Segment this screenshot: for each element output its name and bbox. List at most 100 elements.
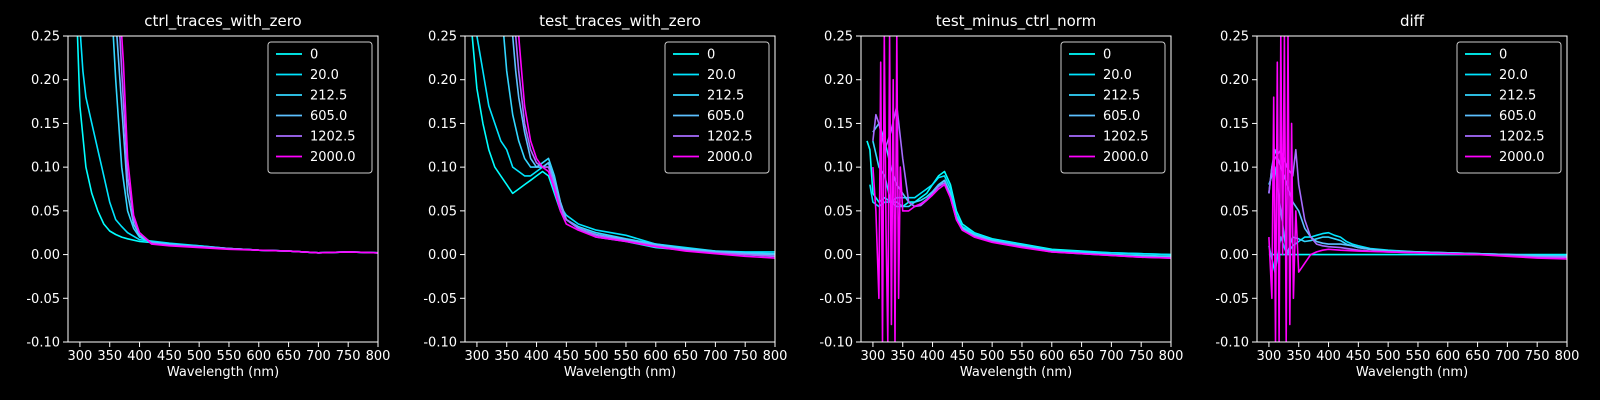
y-tick-label: 0.05 [31,204,60,219]
y-tick-label: 0.05 [1220,204,1249,219]
x-tick-label: 500 [187,349,212,364]
x-tick-label: 600 [246,349,271,364]
y-tick-label: -0.05 [819,292,853,307]
x-tick-label: 600 [1039,349,1064,364]
x-tick-label: 300 [68,349,93,364]
x-tick-label: 500 [584,349,609,364]
x-tick-label: 800 [763,349,788,364]
y-tick-label: -0.10 [26,336,60,351]
x-tick-label: 450 [1346,349,1371,364]
y-tick-label: 0.25 [428,30,457,45]
x-tick-label: 750 [336,349,361,364]
plot-frame [860,35,1172,343]
y-tick-label: 0.00 [824,248,853,263]
x-tick-label: 800 [1159,349,1184,364]
x-tick-label: 700 [1099,349,1124,364]
chart-panel-4: diff 300 350 400 450 500 550 600 650 700 750 800 -0.… [1215,12,1579,380]
legend-label: 1202.5 [707,130,753,145]
series-line-1202.5 [514,36,775,258]
x-tick-label: 350 [1286,349,1311,364]
series-line-2000.0 [517,36,775,259]
x-tick-label: 400 [127,349,152,364]
x-tick-label: 700 [1495,349,1520,364]
x-tick-label: 750 [1129,349,1154,364]
legend-label: 20.0 [310,68,339,83]
series-line-2000.0 [1268,36,1567,342]
y-tick-label: -0.05 [1215,292,1249,307]
y-tick-label: 0.00 [428,248,457,263]
y-tick-label: -0.10 [1215,336,1249,351]
legend-label: 605.0 [707,109,744,124]
y-tick-label: 0.25 [824,30,853,45]
x-tick-label: 600 [643,349,668,364]
y-tick-label: -0.05 [26,292,60,307]
chart-title: test_traces_with_zero [539,12,701,31]
series-group [1268,36,1567,342]
y-tick-label: 0.25 [31,30,60,45]
x-tick-label: 450 [950,349,975,364]
legend-label: 605.0 [1499,109,1536,124]
x-tick-label: 500 [1376,349,1401,364]
legend-label: 212.5 [1103,89,1140,104]
plot-frame [464,35,776,343]
x-axis-label: Wavelength (nm) [167,365,279,380]
y-tick-label: 0.10 [824,161,853,176]
y-tick-label: 0.15 [824,117,853,132]
series-group [471,36,775,259]
x-tick-label: 650 [276,349,301,364]
x-tick-label: 750 [733,349,758,364]
chart-panel-1: ctrl_traces_with_zero 300 350 400 450 500 550 6… [26,12,390,380]
x-axis-label: Wavelength (nm) [564,365,676,380]
x-tick-label: 300 [861,349,886,364]
y-tick-label: -0.05 [423,292,457,307]
x-tick-label: 350 [890,349,915,364]
x-tick-label: 350 [97,349,122,364]
y-tick-label: 0.15 [31,117,60,132]
x-tick-label: 550 [217,349,242,364]
chart-title: test_minus_ctrl_norm [936,12,1097,31]
y-tick-label: 0.15 [428,117,457,132]
y-tick-label: 0.10 [428,161,457,176]
x-tick-label: 750 [1525,349,1550,364]
chart-title: ctrl_traces_with_zero [144,12,301,31]
legend-label: 2000.0 [707,150,753,165]
x-tick-label: 450 [157,349,182,364]
chart-panel-2: test_traces_with_zero 300 350 400 450 500 550 6… [423,12,787,380]
series-line-2000.0 [872,36,1171,342]
x-tick-label: 650 [673,349,698,364]
series-group [76,36,378,254]
legend-label: 1202.5 [310,130,356,145]
legend-label: 20.0 [1103,68,1132,83]
legend-label: 2000.0 [310,150,356,165]
legend-label: 0 [1103,48,1111,63]
legend: 0 20.0 212.5 605.0 1202.5 2000.0 [1060,41,1166,174]
x-tick-label: 700 [703,349,728,364]
x-tick-label: 550 [614,349,639,364]
legend-label: 0 [310,48,318,63]
y-tick-label: 0.05 [428,204,457,219]
plot-frame [67,35,379,343]
legend-label: 2000.0 [1499,150,1545,165]
legend-label: 20.0 [707,68,736,83]
x-tick-label: 550 [1010,349,1035,364]
series-line-2000.0 [120,36,378,254]
y-tick-label: 0.05 [824,204,853,219]
legend-label: 1202.5 [1103,130,1149,145]
x-tick-label: 650 [1069,349,1094,364]
legend-label: 1202.5 [1499,130,1545,145]
x-tick-label: 800 [1555,349,1580,364]
x-tick-label: 700 [306,349,331,364]
x-tick-label: 300 [1257,349,1282,364]
legend-label: 2000.0 [1103,150,1149,165]
series-group [866,36,1171,342]
x-tick-label: 650 [1465,349,1490,364]
x-tick-label: 400 [920,349,945,364]
legend-label: 212.5 [310,89,347,104]
x-tick-label: 400 [524,349,549,364]
x-tick-label: 450 [554,349,579,364]
legend: 0 20.0 212.5 605.0 1202.5 2000.0 [267,41,373,174]
series-line-0 [471,36,775,258]
y-tick-label: 0.20 [1220,73,1249,88]
